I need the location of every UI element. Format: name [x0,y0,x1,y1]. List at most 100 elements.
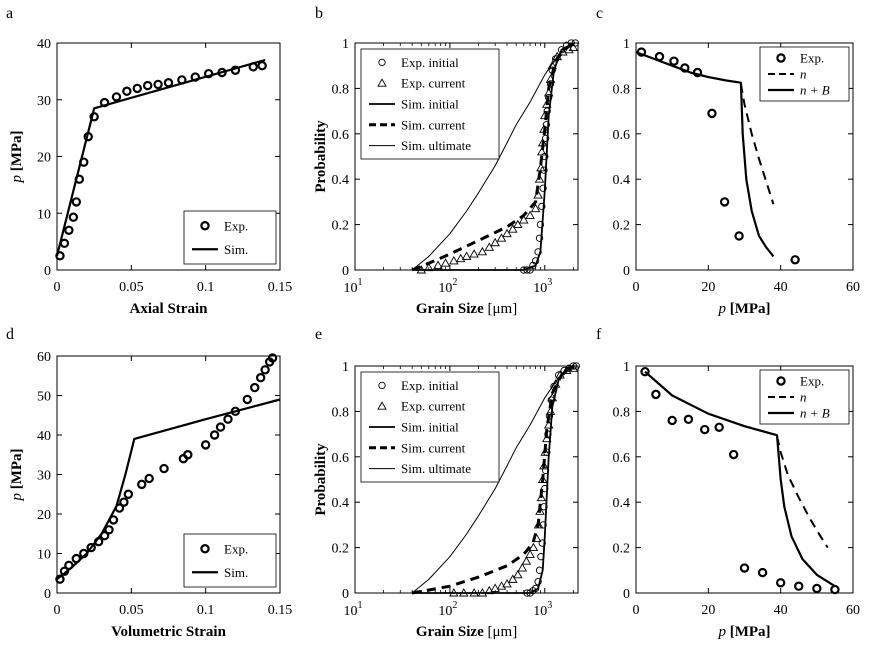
data-point-exp-initial [567,39,575,47]
data-point-exp-initial [534,578,542,586]
panel-label-a: a [6,5,13,22]
data-point-exp- [739,563,750,573]
y-tick-label: 0 [342,264,349,279]
data-point-exp- [55,574,65,584]
y-tick-label: 0.2 [332,542,350,557]
data-point-exp- [707,108,717,119]
data-point-exp-initial [537,553,545,561]
legend-label: Sim. [224,565,248,580]
data-point-exp-initial [541,484,549,493]
data-point-exp-current [534,174,545,183]
panel-label-f: f [596,326,602,343]
data-point-exp-current [484,585,495,595]
data-point-exp-current [484,242,495,251]
data-point-exp-current [545,74,556,83]
data-point-exp- [203,68,214,79]
x-axis-label: Grain Size [μm] [416,624,517,640]
series-line-n [739,83,775,205]
data-point-exp- [223,414,233,424]
legend-label: Exp. initial [401,378,459,393]
y-tick-label: 0.8 [332,405,350,420]
data-point-exp- [177,75,187,85]
data-point-exp- [71,553,82,564]
data-point-exp-current [537,137,548,147]
data-point-exp- [714,422,724,432]
data-point-exp-current [530,203,541,213]
legend-label: Sim. initial [401,97,459,112]
data-point-exp- [99,97,110,108]
data-point-exp-current [508,574,518,583]
data-point-exp-initial [571,39,580,47]
panel-label-b: b [315,5,323,22]
data-point-exp- [59,238,70,249]
axes-box-f [635,365,854,594]
data-point-exp- [700,424,710,435]
data-point-exp-current [469,249,479,258]
legend-d: Exp. Sim. [183,533,277,588]
data-point-exp- [812,583,822,594]
data-point-exp-current [461,251,472,260]
x-tick-label: 0.1 [197,280,215,295]
x-tick-label: 102 [438,277,457,296]
y-tick-label: 40 [37,37,51,52]
data-point-exp- [119,497,129,507]
x-tick-label: 0.05 [119,280,144,295]
y-tick-label: 0 [342,587,349,602]
y-tick-label: 30 [37,94,51,109]
data-point-exp- [794,581,804,591]
y-tick-label: 0.6 [613,128,631,143]
x-tick-label: 0.15 [268,280,293,295]
data-point-exp-current [525,210,535,219]
data-point-exp-current [535,506,545,515]
data-point-exp- [104,525,114,535]
legend-c: Exp.nn + B [759,46,850,102]
data-point-exp-initial [543,448,551,456]
x-tick-label: 60 [846,603,860,618]
x-axis-label: Grain Size [μm] [416,301,517,317]
x-tick-label: 101 [344,277,363,296]
data-point-exp-initial [572,362,580,370]
legend-b: Exp. initial Exp. current Sim. initial Sim.… [360,48,500,160]
data-point-exp-current [502,579,512,588]
data-point-exp- [680,63,690,73]
data-point-exp-initial [535,566,544,574]
axes-box-c [635,42,854,271]
data-point-exp- [667,415,677,426]
data-point-exp-current [455,253,466,263]
data-point-exp-initial [545,93,553,102]
y-tick-label: 20 [37,151,51,166]
x-tick-label: 60 [846,280,860,295]
data-point-exp-initial [569,362,578,370]
x-tick-label: 102 [438,600,457,619]
data-point-exp-initial [541,152,549,161]
x-axis-label: p [MPa] [717,624,770,640]
y-axis-label: p [MPa] [9,448,25,501]
data-point-exp-current [528,542,539,552]
data-point-exp-current [496,581,507,590]
y-tick-label: 1 [342,37,349,52]
x-tick-label: 0.05 [119,603,144,618]
data-point-exp- [163,78,174,88]
legend-label: n [800,390,807,405]
data-point-exp-current [477,246,488,256]
x-tick-label: 0.1 [197,603,215,618]
y-tick-label: 40 [37,429,51,444]
legend-label: Exp. [800,374,824,389]
x-tick-label: 40 [774,280,788,295]
data-point-exp- [79,548,89,559]
data-point-exp-current [513,219,523,229]
y-tick-label: 0.6 [332,128,350,143]
data-point-exp-initial [523,266,531,274]
legend-label: Sim. initial [401,420,459,435]
y-tick-label: 0.4 [613,496,631,511]
data-point-exp-current [449,256,459,265]
data-point-exp-initial [565,364,573,372]
data-point-exp- [728,449,739,460]
data-point-exp-current [536,492,547,502]
data-point-exp- [144,473,154,484]
data-point-exp- [137,479,147,490]
data-point-exp-current [433,260,443,269]
data-point-exp- [123,489,134,499]
y-tick-label: 0.8 [613,405,631,420]
data-point-exp- [830,584,840,595]
